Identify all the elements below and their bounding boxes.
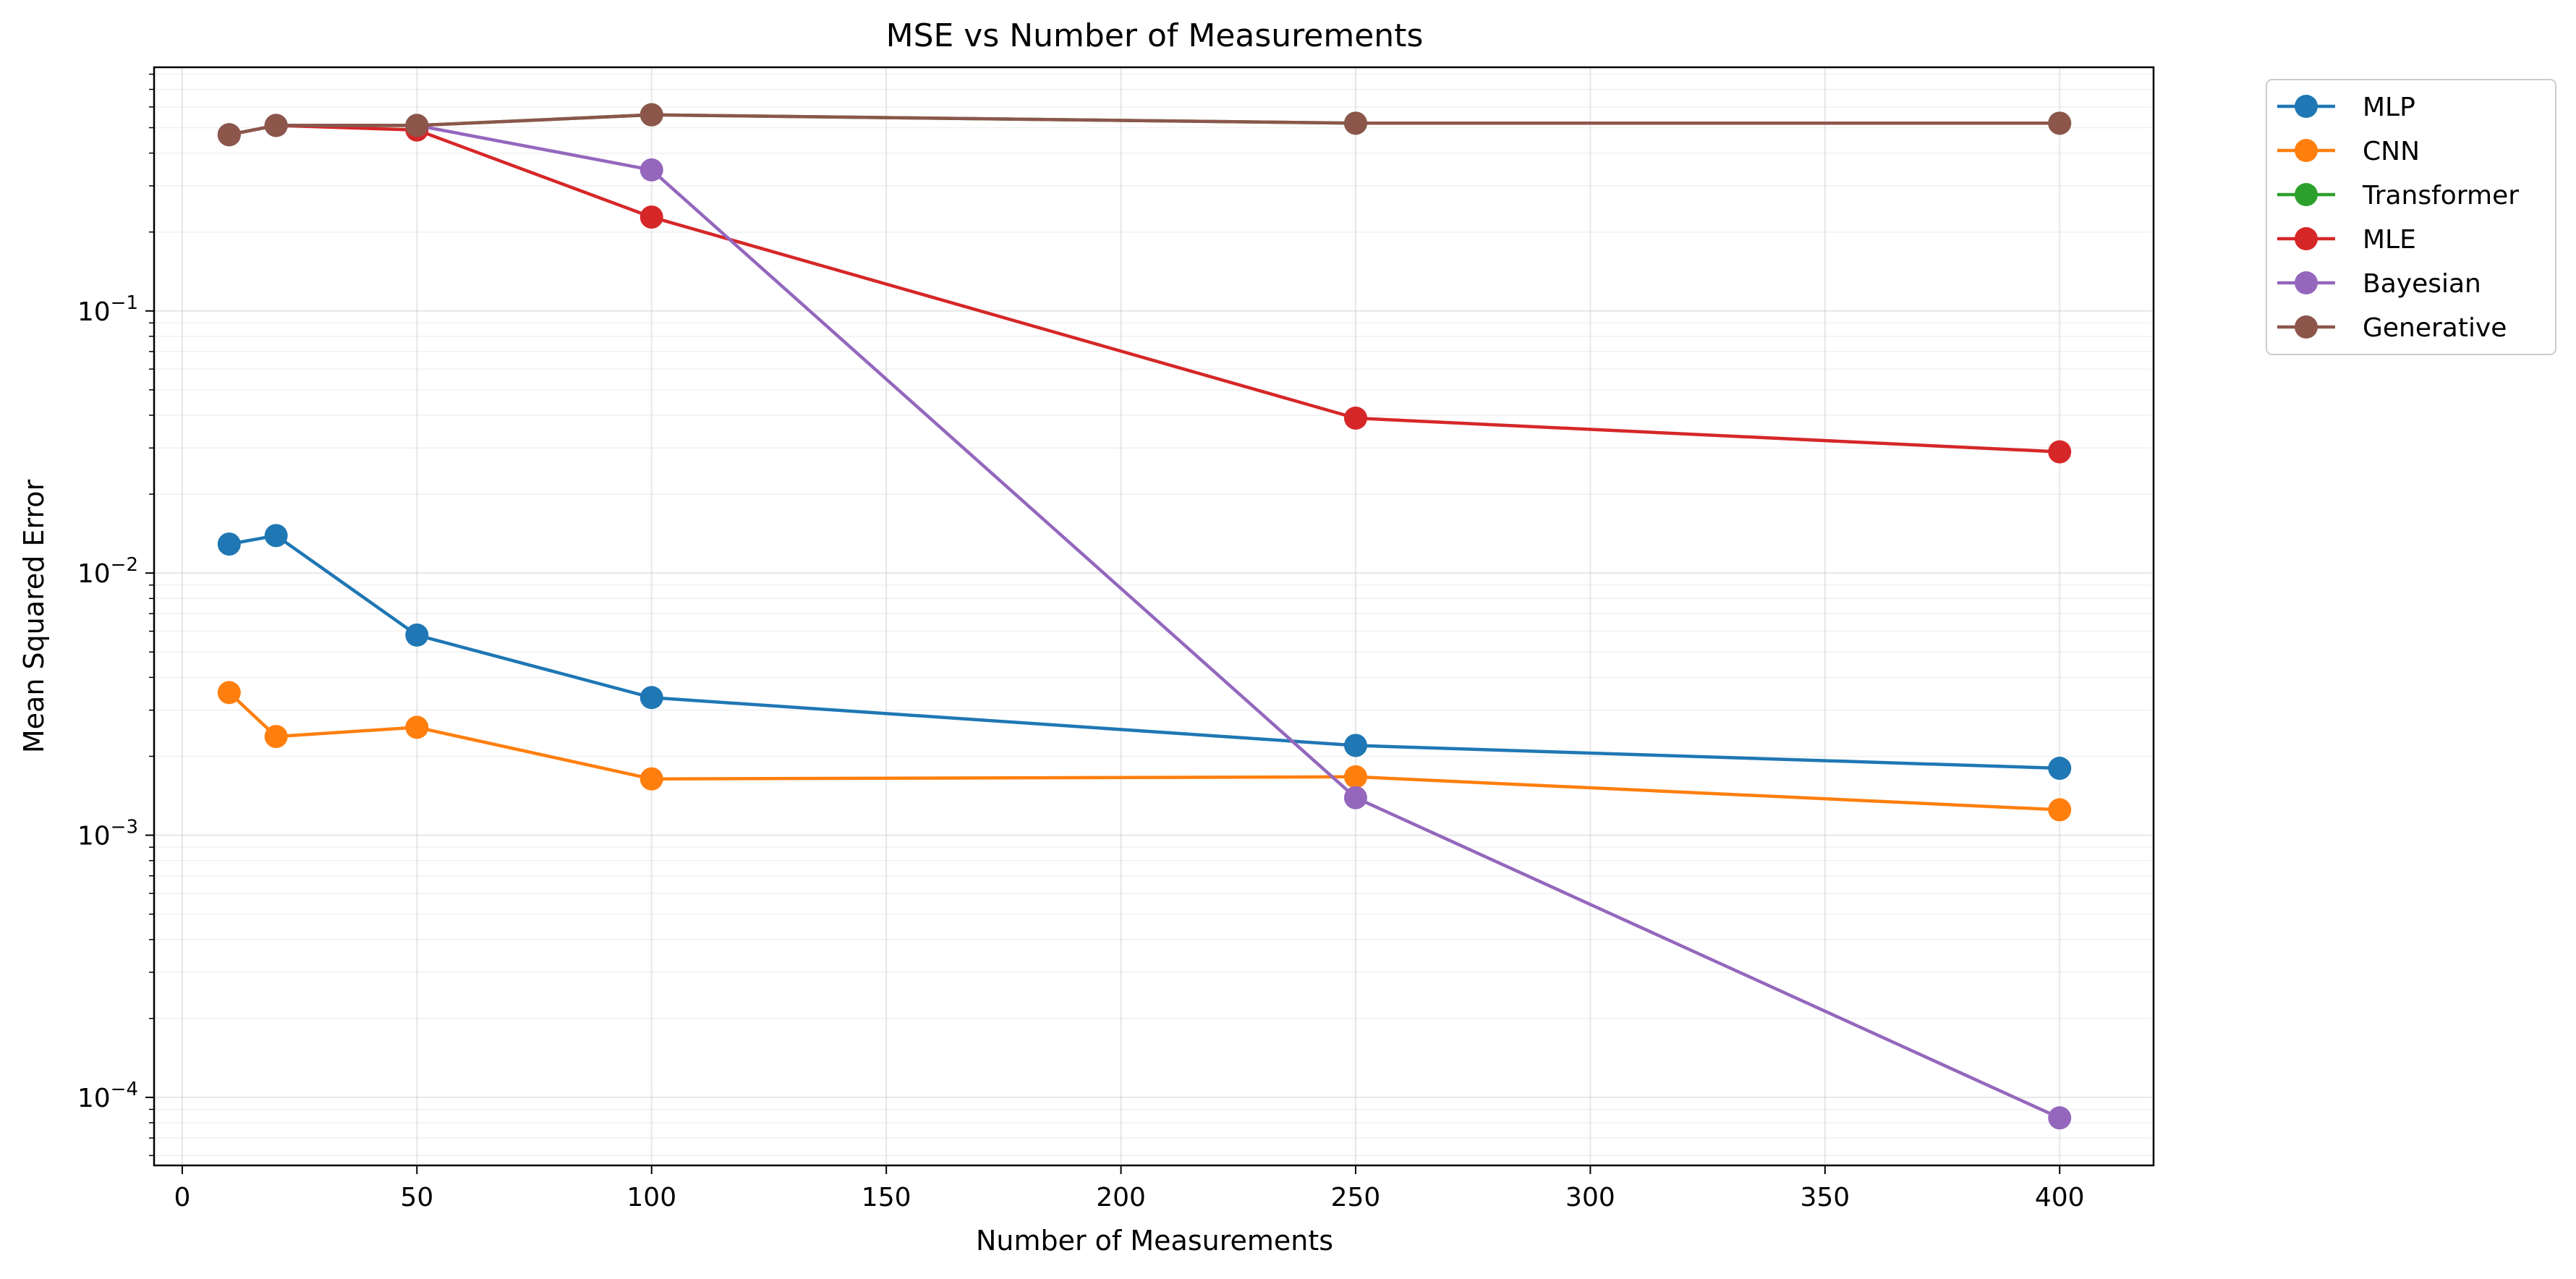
- series-mlp: [217, 524, 2072, 781]
- data-point-cnn: [405, 715, 429, 739]
- data-point-mlp: [405, 623, 429, 647]
- legend-marker-mle: [2295, 227, 2318, 250]
- legend-frame: [2266, 79, 2556, 355]
- legend-label-bayesian: Bayesian: [2363, 269, 2481, 299]
- data-point-bayesian: [1343, 786, 1367, 810]
- y-tick-label: 10−3: [77, 817, 138, 851]
- data-point-generative: [1343, 111, 1367, 135]
- y-tick-label: 10−4: [77, 1079, 138, 1113]
- x-tick-label: 350: [1800, 1183, 1850, 1212]
- data-point-mlp: [639, 686, 663, 710]
- chart-title: MSE vs Number of Measurements: [886, 17, 1424, 54]
- series-generative: [217, 103, 2072, 147]
- x-tick-label: 200: [1096, 1183, 1146, 1212]
- x-tick-label: 400: [2035, 1183, 2085, 1212]
- y-tick-base: 10: [77, 297, 111, 327]
- x-tick-label: 250: [1331, 1183, 1381, 1212]
- legend-marker-mlp: [2295, 95, 2318, 118]
- data-point-generative: [405, 114, 429, 137]
- y-tick-base: 10: [77, 822, 111, 851]
- series-cnn: [217, 681, 2072, 822]
- y-tick-exponent: −1: [111, 292, 138, 314]
- data-point-mlp: [217, 532, 241, 556]
- legend-item-generative: Generative: [2277, 313, 2507, 343]
- x-tick-label: 50: [400, 1183, 433, 1212]
- legend-item-cnn: CNN: [2277, 137, 2420, 166]
- x-tick-label: 150: [862, 1183, 911, 1212]
- data-point-generative: [2048, 111, 2072, 135]
- data-point-cnn: [2048, 798, 2072, 822]
- plot-frame: [153, 66, 2155, 1167]
- y-tick-label: 10−2: [77, 554, 138, 589]
- grid: [154, 67, 2154, 1165]
- legend-label-mle: MLE: [2363, 225, 2416, 255]
- data-point-cnn: [217, 681, 241, 705]
- data-point-bayesian: [639, 158, 663, 182]
- x-tick-label: 100: [626, 1183, 676, 1212]
- x-tick-label: 0: [174, 1183, 190, 1212]
- data-point-mle: [1343, 406, 1367, 430]
- plot-series: [217, 103, 2072, 1130]
- data-point-mle: [639, 205, 663, 229]
- legend-item-transformer: Transformer: [2277, 181, 2519, 211]
- legend-marker-generative: [2295, 315, 2318, 339]
- data-point-cnn: [1343, 765, 1367, 789]
- legend-label-cnn: CNN: [2363, 137, 2420, 166]
- legend-marker-cnn: [2295, 139, 2318, 162]
- x-tick-label: 300: [1565, 1183, 1615, 1212]
- data-point-cnn: [264, 725, 288, 749]
- legend-label-generative: Generative: [2363, 313, 2507, 343]
- y-tick-exponent: −4: [111, 1079, 138, 1100]
- y-tick-exponent: −3: [111, 817, 138, 838]
- data-point-mlp: [2048, 757, 2072, 781]
- data-point-cnn: [639, 767, 663, 791]
- y-tick-exponent: −2: [111, 554, 138, 576]
- data-point-bayesian: [2048, 1106, 2072, 1130]
- legend-item-mle: MLE: [2277, 225, 2416, 255]
- data-point-mlp: [264, 524, 288, 548]
- data-point-mlp: [1343, 734, 1367, 757]
- data-point-generative: [639, 103, 663, 127]
- legend-item-mlp: MLP: [2277, 93, 2415, 122]
- legend: MLP CNN Transformer MLE Bayesian Generative: [2266, 79, 2556, 355]
- data-point-mle: [2048, 440, 2072, 464]
- legend-label-mlp: MLP: [2363, 93, 2415, 122]
- data-point-generative: [217, 123, 241, 147]
- data-point-generative: [264, 114, 288, 137]
- y-tick-base: 10: [77, 1084, 111, 1113]
- y-tick-label: 10−1: [77, 292, 138, 327]
- legend-marker-bayesian: [2295, 271, 2318, 294]
- legend-item-bayesian: Bayesian: [2277, 269, 2481, 299]
- x-axis-label: Number of Measurements: [976, 1225, 1333, 1257]
- y-tick-base: 10: [77, 559, 111, 589]
- legend-label-transformer: Transformer: [2362, 181, 2519, 211]
- legend-marker-transformer: [2295, 183, 2318, 206]
- y-axis-label: Mean Squared Error: [18, 480, 50, 754]
